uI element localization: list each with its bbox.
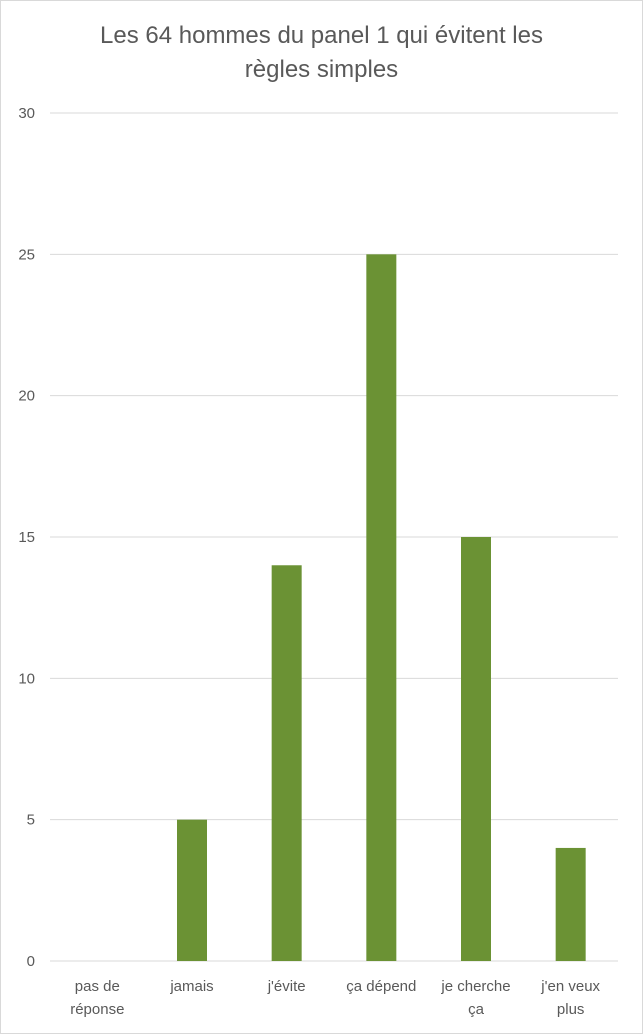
x-category-label: jamais (169, 978, 213, 995)
x-category-label: j'en veux (540, 978, 600, 995)
y-tick-label: 15 (18, 529, 35, 546)
y-tick-label: 30 (18, 105, 35, 122)
x-category-label: réponse (70, 1001, 124, 1018)
bar-3 (366, 254, 397, 962)
x-category-label: ça (468, 1001, 485, 1018)
y-tick-label: 25 (18, 246, 35, 263)
chart-title: Les 64 hommes du panel 1 qui évitent les… (1, 19, 642, 87)
bar-5 (555, 847, 586, 961)
y-tick-label: 0 (27, 953, 35, 970)
x-category-label: pas de (75, 978, 120, 995)
y-tick-label: 5 (27, 812, 35, 829)
y-tick-label: 20 (18, 388, 35, 405)
bar-2 (271, 565, 302, 961)
x-category-label: j'évite (267, 978, 306, 995)
x-category-label: ça dépend (346, 978, 416, 995)
chart-title-line-1: Les 64 hommes du panel 1 qui évitent les (100, 22, 543, 49)
y-tick-label: 10 (18, 670, 35, 687)
x-category-label: plus (557, 1001, 585, 1018)
chart-title-line-2: règles simples (244, 56, 399, 83)
bar-4 (461, 537, 491, 961)
x-category-label: je cherche (440, 978, 510, 995)
bar-1 (177, 819, 207, 961)
